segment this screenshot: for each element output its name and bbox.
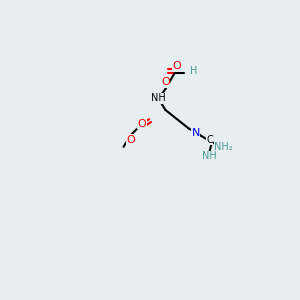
Text: O: O [138, 119, 146, 129]
Text: O: O [172, 61, 182, 71]
Text: NH₂: NH₂ [214, 142, 233, 152]
Text: O: O [126, 135, 135, 145]
Text: O: O [161, 77, 170, 87]
Text: NH: NH [202, 151, 217, 161]
Text: N: N [191, 128, 200, 138]
Text: NH: NH [151, 93, 166, 103]
Text: H: H [190, 66, 197, 76]
Text: C: C [206, 135, 213, 145]
